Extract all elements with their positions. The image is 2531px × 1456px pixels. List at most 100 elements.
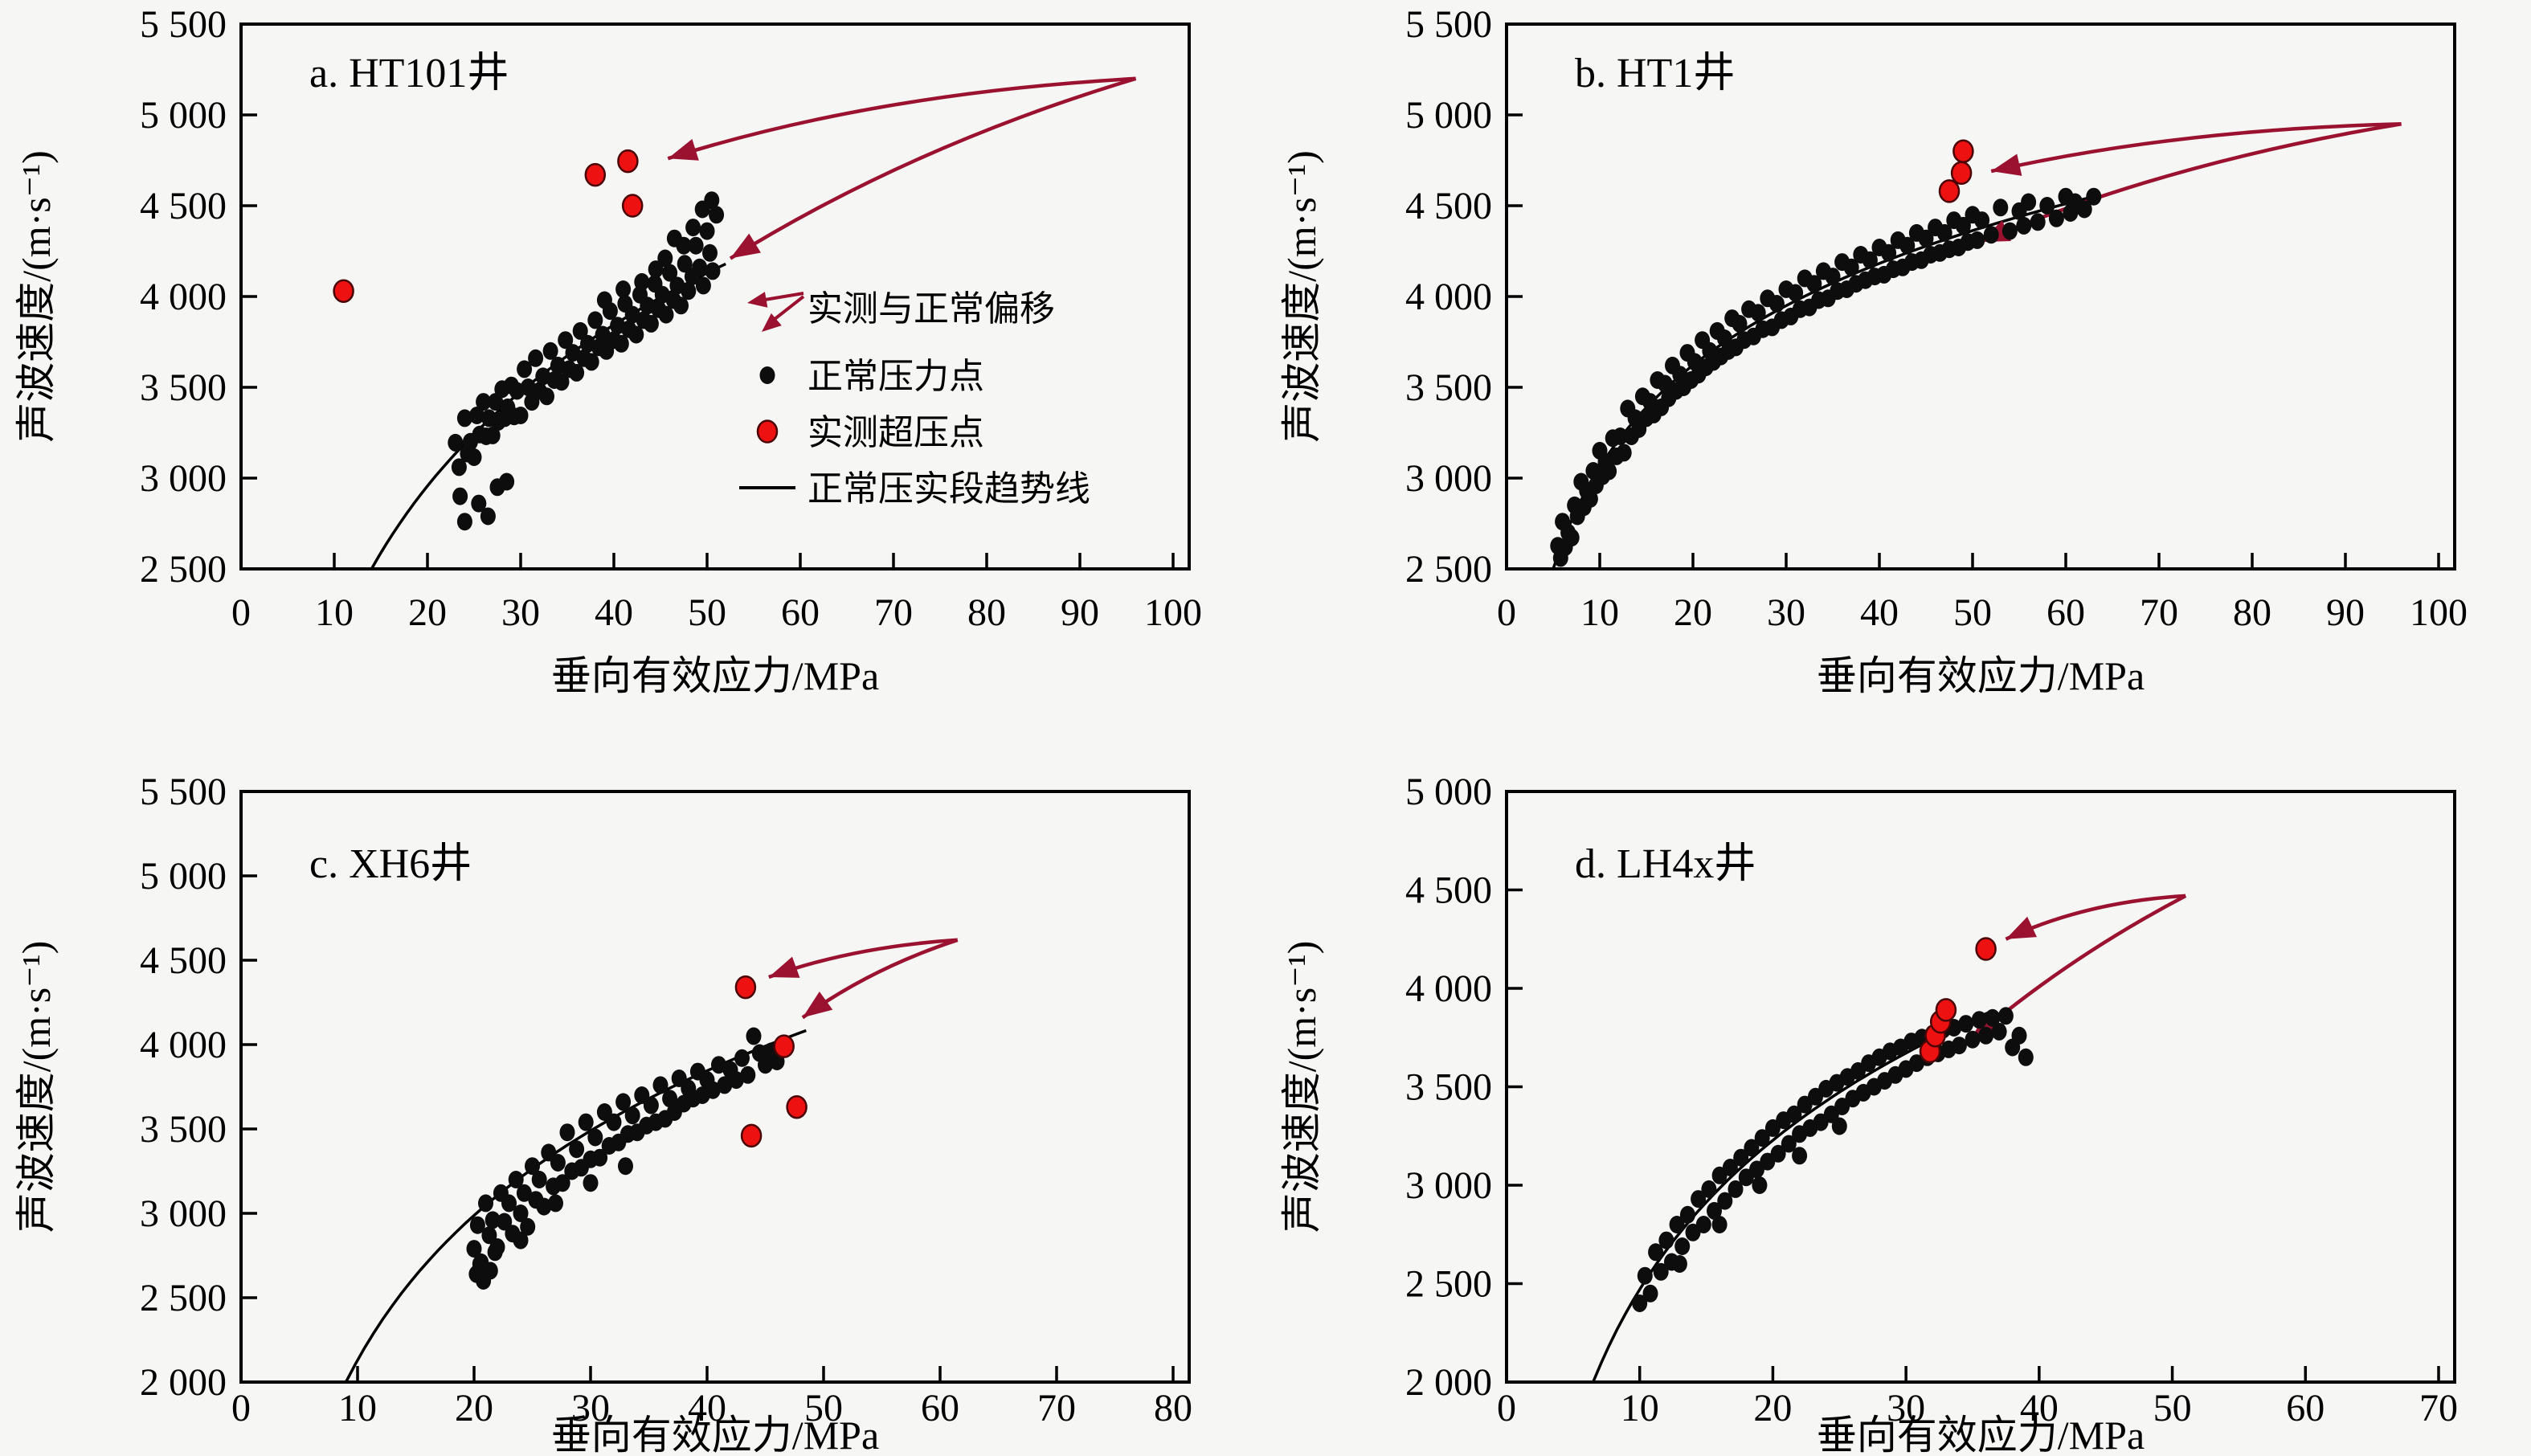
normal-point xyxy=(1881,243,1897,262)
normal-point xyxy=(499,472,515,491)
normal-point xyxy=(513,1204,529,1222)
overpressure-point xyxy=(1952,139,1974,163)
normal-point xyxy=(2011,1026,2027,1045)
y-tick-label: 4 500 xyxy=(140,185,227,227)
normal-point xyxy=(1831,1117,1847,1135)
normal-point xyxy=(657,249,673,268)
x-tick-label: 10 xyxy=(315,591,354,634)
normal-point xyxy=(652,1076,669,1094)
normal-point xyxy=(1974,211,1990,230)
x-tick-label: 30 xyxy=(1887,1387,1925,1429)
y-tick-label: 5 500 xyxy=(1405,3,1492,46)
axes: 0 10 20 30 40 50 60 70 80 90 100 2 500 3 000 3 500 4 0… xyxy=(14,3,1202,698)
overpressure-point xyxy=(1950,161,1973,186)
normal-point xyxy=(587,311,603,329)
normal-point xyxy=(578,1113,594,1131)
normal-point xyxy=(2048,209,2064,227)
normal-point xyxy=(569,1140,585,1159)
legend-label: 实测超压点 xyxy=(808,413,984,452)
normal-point xyxy=(1918,229,1934,247)
x-tick-label: 20 xyxy=(1753,1387,1792,1429)
normal-point xyxy=(1991,1022,2007,1041)
normal-pressure-points xyxy=(448,191,725,531)
normal-point xyxy=(615,280,632,298)
x-tick-label: 60 xyxy=(921,1387,959,1429)
normal-point xyxy=(1806,275,1822,293)
normal-point xyxy=(673,297,689,315)
y-axis-label: 声波速度/(m·s⁻¹) xyxy=(1279,150,1324,443)
normal-point xyxy=(478,1194,493,1213)
normal-point xyxy=(536,1197,552,1216)
normal-point xyxy=(1722,1159,1738,1176)
normal-point xyxy=(704,191,720,210)
normal-point xyxy=(1733,1148,1749,1167)
normal-point xyxy=(1744,1139,1760,1157)
normal-point xyxy=(1951,1037,1967,1055)
y-tick-label: 5 000 xyxy=(140,855,227,898)
normal-point xyxy=(1993,198,2009,217)
overpressure-points xyxy=(734,975,808,1148)
normal-point xyxy=(711,1056,726,1074)
normal-point xyxy=(1825,268,1841,286)
normal-point xyxy=(1616,444,1632,462)
y-tick-label: 4 000 xyxy=(140,276,227,318)
y-tick-label: 5 500 xyxy=(140,3,227,46)
normal-point xyxy=(513,1231,529,1249)
compaction-trend-line xyxy=(370,262,726,570)
x-tick-label: 20 xyxy=(1674,591,1712,634)
normal-point xyxy=(485,1211,501,1229)
arrowhead-icon xyxy=(1991,153,2022,176)
normal-point xyxy=(1695,1216,1711,1233)
normal-point xyxy=(1658,1231,1674,1249)
normal-point xyxy=(583,353,599,371)
normal-point xyxy=(702,243,718,262)
normal-point xyxy=(685,219,701,237)
x-tick-label: 80 xyxy=(967,591,1006,634)
x-tick-label: 40 xyxy=(688,1387,726,1429)
normal-point xyxy=(528,349,544,367)
normal-point xyxy=(728,1071,744,1090)
normal-point xyxy=(456,513,472,531)
normal-point xyxy=(666,229,682,247)
normal-point xyxy=(1642,1284,1658,1303)
normal-point xyxy=(1788,284,1804,302)
normal-pressure-points xyxy=(1550,187,2102,567)
normal-point xyxy=(548,1194,563,1213)
overpressure-point xyxy=(584,162,607,187)
y-tick-label: 3 500 xyxy=(140,366,227,409)
normal-point xyxy=(539,387,554,406)
normal-point xyxy=(2021,193,2037,211)
y-tick-label: 3 500 xyxy=(1405,1066,1492,1109)
normal-point xyxy=(1717,1192,1733,1210)
y-tick-label: 2 500 xyxy=(1405,1263,1492,1306)
x-tick-label: 50 xyxy=(688,591,726,634)
deviation-arrows xyxy=(667,76,1137,260)
normal-point xyxy=(615,1093,632,1111)
overpressure-point xyxy=(1935,998,1957,1022)
x-tick-label: 20 xyxy=(455,1387,493,1429)
normal-point xyxy=(2001,222,2018,240)
normal-point xyxy=(1754,1129,1770,1147)
normal-point xyxy=(624,1106,640,1125)
normal-point xyxy=(469,1216,485,1234)
normal-point xyxy=(1899,236,1916,255)
normal-point xyxy=(1768,295,1785,313)
y-tick-label: 2 500 xyxy=(1405,548,1492,591)
legend-label: 正常压实段趋势线 xyxy=(808,469,1090,509)
normal-point xyxy=(681,282,697,301)
panel-title: b. HT1井 xyxy=(1575,51,1735,96)
normal-point xyxy=(542,342,558,360)
normal-point xyxy=(2086,187,2102,206)
normal-point xyxy=(1750,304,1766,322)
legend-label: 正常压力点 xyxy=(808,357,984,396)
normal-point xyxy=(1969,231,1985,249)
normal-point xyxy=(1958,1015,1974,1033)
x-tick-label: 0 xyxy=(231,591,251,634)
y-tick-label: 5 000 xyxy=(1405,94,1492,137)
normal-point xyxy=(1707,1201,1722,1220)
overpressure-point xyxy=(734,975,757,1000)
x-tick-label: 50 xyxy=(2153,1387,2192,1429)
normal-point xyxy=(1770,1144,1786,1163)
